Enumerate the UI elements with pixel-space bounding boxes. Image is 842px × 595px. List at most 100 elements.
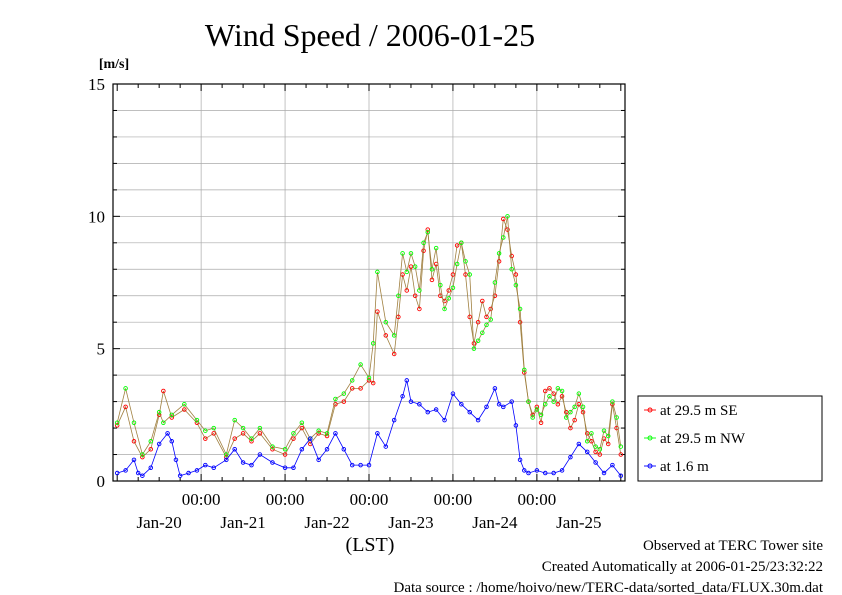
- data-point: [551, 399, 556, 404]
- data-point: [534, 468, 540, 473]
- data-point: [270, 460, 275, 465]
- x-axis-label: (LST): [346, 534, 395, 556]
- data-point: [140, 452, 145, 457]
- data-point: [509, 253, 514, 259]
- data-point: [584, 449, 590, 455]
- data-point: [563, 415, 569, 420]
- data-point: [429, 277, 435, 283]
- data-point: [123, 386, 128, 391]
- data-point: [488, 317, 493, 322]
- data-point: [425, 227, 431, 232]
- data-point: [551, 391, 556, 396]
- data-point: [584, 431, 590, 436]
- legend-label: at 1.6 m: [660, 459, 709, 475]
- data-point: [463, 259, 468, 264]
- data-point: [257, 452, 263, 457]
- data-point: [534, 407, 540, 412]
- data-point: [547, 386, 552, 391]
- data-point: [341, 399, 347, 404]
- data-point: [597, 446, 603, 452]
- data-point: [114, 423, 120, 428]
- data-point: [240, 425, 246, 431]
- data-point: [232, 446, 237, 452]
- data-point: [161, 388, 166, 394]
- data-point: [446, 296, 451, 301]
- data-point: [538, 412, 544, 418]
- data-point: [593, 460, 598, 465]
- data-point: [148, 465, 154, 471]
- data-point: [513, 423, 519, 428]
- data-point: [572, 404, 577, 410]
- grid: [113, 84, 625, 481]
- data-point: [408, 399, 414, 404]
- data-point: [370, 380, 376, 386]
- data-point: [610, 399, 615, 404]
- data-point: [501, 404, 506, 410]
- data-point: [148, 439, 154, 444]
- data-point: [358, 462, 363, 468]
- data-point: [400, 394, 405, 399]
- data-point: [484, 314, 489, 320]
- data-point: [203, 436, 208, 441]
- data-point: [555, 386, 561, 391]
- data-point: [358, 362, 363, 367]
- data-point: [492, 280, 498, 285]
- data-point: [517, 319, 523, 325]
- data-point: [433, 407, 439, 412]
- series-line: [116, 218, 622, 459]
- data-point: [194, 417, 200, 423]
- data-point: [375, 309, 380, 314]
- legend-swatch-marker: [647, 435, 653, 441]
- data-point: [601, 428, 607, 433]
- data-point: [140, 473, 145, 478]
- data-point: [240, 460, 246, 465]
- data-point: [467, 314, 472, 320]
- data-point: [366, 462, 372, 468]
- data-point: [249, 462, 254, 468]
- data-point: [446, 288, 451, 293]
- data-point: [257, 425, 263, 431]
- x-time-tick-label: 00:00: [182, 490, 221, 509]
- data-point: [169, 415, 175, 420]
- data-point: [114, 470, 120, 476]
- data-point: [114, 420, 120, 426]
- data-point: [551, 470, 556, 476]
- data-point: [135, 470, 141, 476]
- data-point: [257, 431, 263, 436]
- data-point: [366, 378, 372, 383]
- x-time-tick-label: 00:00: [266, 490, 305, 509]
- legend-label: at 29.5 m SE: [660, 403, 738, 419]
- data-point: [580, 404, 586, 410]
- data-point: [123, 468, 128, 473]
- data-point: [349, 378, 355, 383]
- data-point: [366, 375, 372, 381]
- y-tick-label: 15: [88, 75, 105, 94]
- data-point: [589, 439, 594, 444]
- data-point: [513, 272, 519, 277]
- data-point: [593, 444, 598, 449]
- data-point: [341, 446, 347, 452]
- data-point: [412, 293, 418, 298]
- data-point: [463, 272, 468, 277]
- data-point: [333, 396, 338, 402]
- data-point: [316, 431, 321, 436]
- x-date-tick-label: Jan-23: [388, 513, 433, 532]
- data-point: [505, 214, 510, 219]
- data-point: [182, 401, 187, 407]
- data-point: [480, 298, 485, 304]
- data-point: [488, 306, 493, 312]
- data-point: [173, 457, 179, 463]
- data-point: [421, 248, 426, 253]
- data-point: [450, 285, 456, 291]
- y-axis: 0 5 10 15: [88, 75, 625, 491]
- data-point: [467, 272, 472, 277]
- data-point: [316, 457, 321, 463]
- data-point: [543, 401, 548, 407]
- data-point: [400, 251, 405, 256]
- data-point: [543, 470, 548, 476]
- data-point: [475, 319, 481, 325]
- data-point: [610, 462, 615, 468]
- data-point: [614, 415, 619, 420]
- data-point: [404, 378, 410, 383]
- data-point: [484, 404, 489, 410]
